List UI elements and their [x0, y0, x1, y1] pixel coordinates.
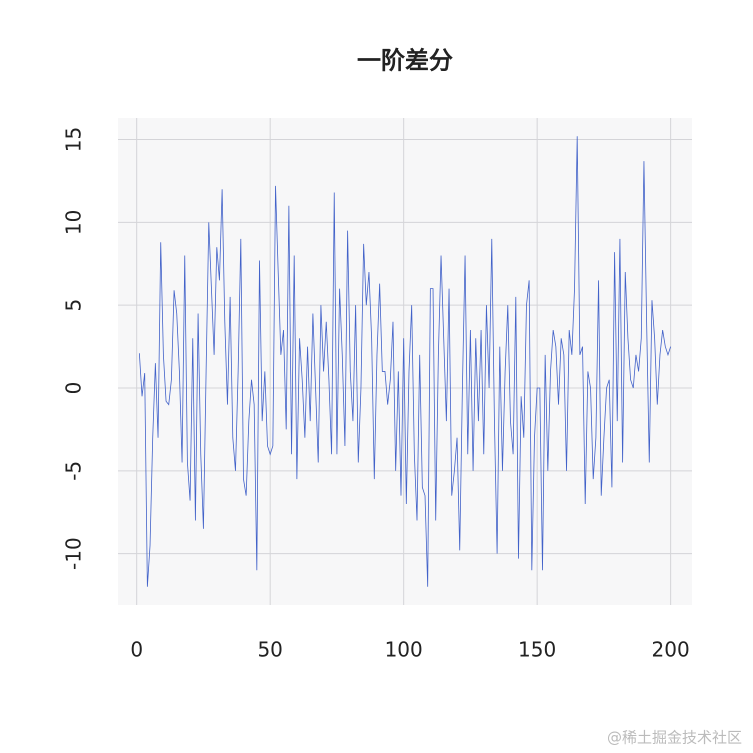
y-tick-label: 5	[62, 299, 86, 312]
chart-title: 一阶差分	[357, 46, 453, 75]
x-tick-label: 50	[257, 638, 282, 662]
line-series	[138, 136, 672, 587]
plot-background	[118, 118, 692, 605]
y-tick-label: 10	[62, 210, 86, 235]
x-tick-label: 100	[385, 638, 423, 662]
y-tick-label: 15	[62, 127, 86, 152]
x-tick-label: 0	[130, 638, 143, 662]
y-tick-label: -5	[62, 461, 86, 481]
watermark: @稀土掘金技术社区	[607, 729, 742, 747]
y-tick-label: -10	[62, 537, 86, 570]
x-tick-label: 200	[652, 638, 690, 662]
x-tick-label: 150	[518, 638, 556, 662]
y-tick-label: 0	[62, 382, 86, 395]
